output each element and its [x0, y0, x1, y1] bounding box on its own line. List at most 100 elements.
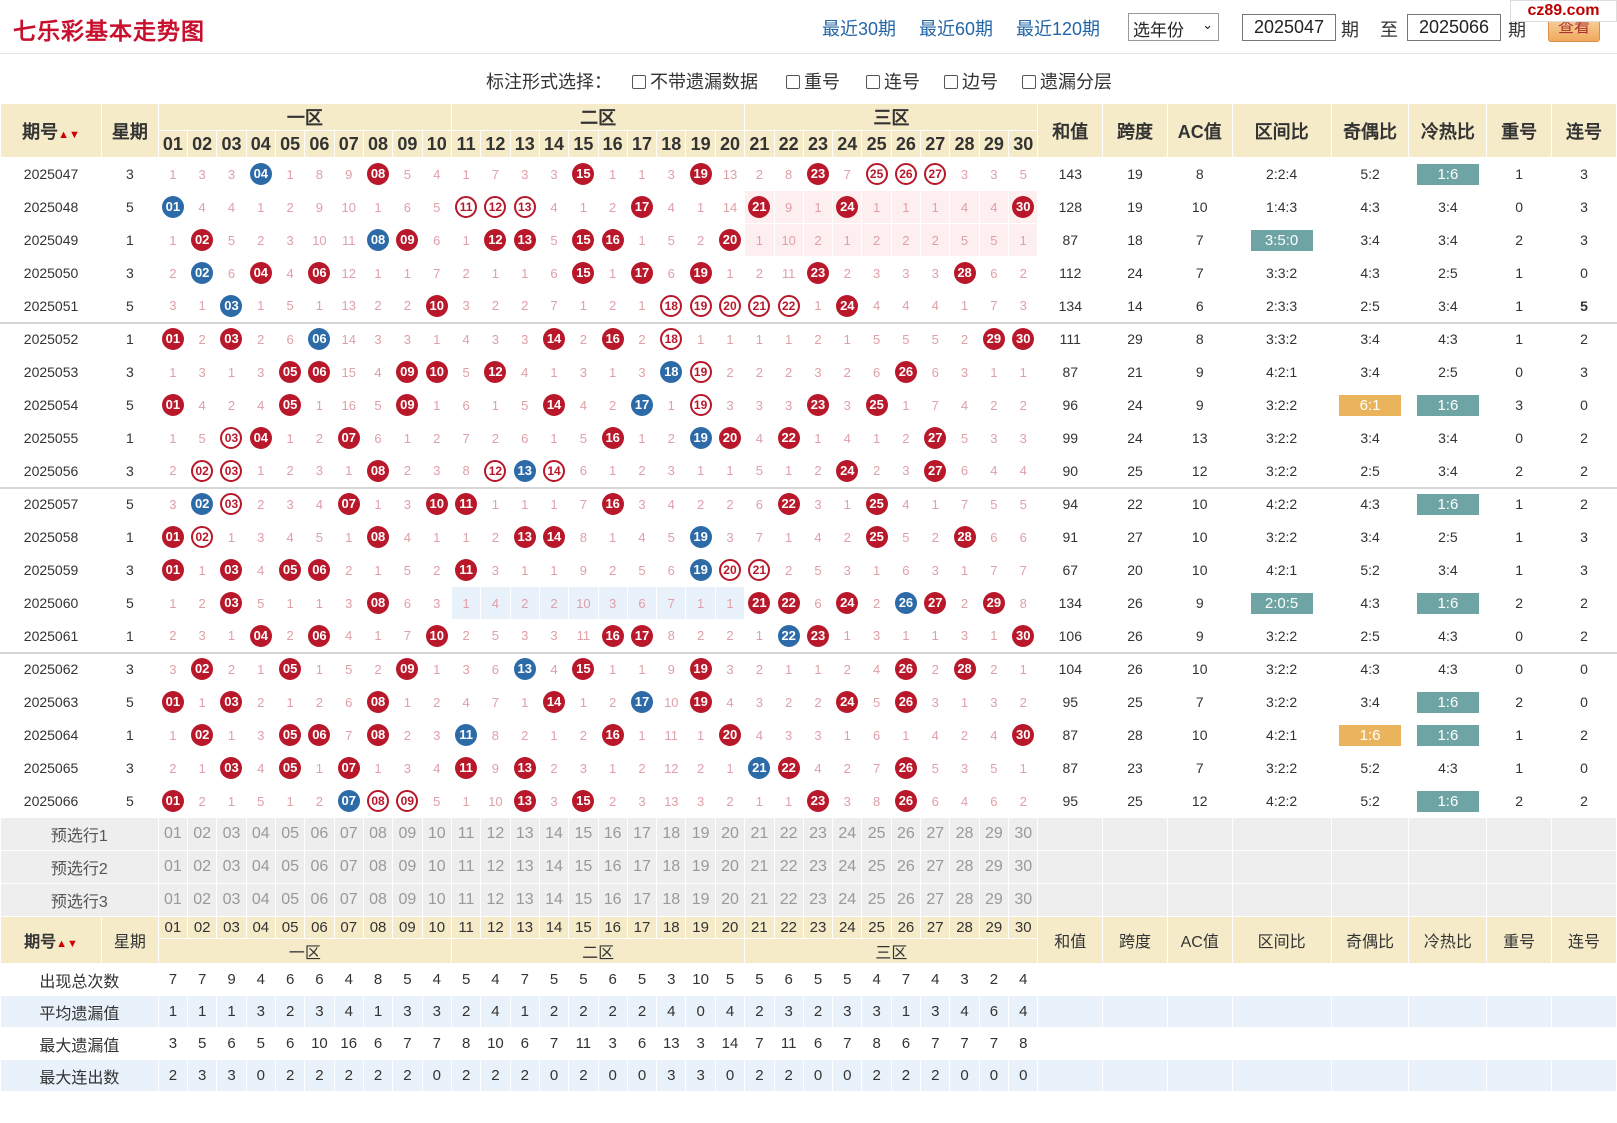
number-cell[interactable]: 14: [538, 321, 570, 356]
number-cell[interactable]: 06: [304, 256, 335, 290]
miss-cell[interactable]: 1: [421, 321, 452, 356]
number-cell[interactable]: 29: [978, 321, 1010, 356]
number-cell[interactable]: 27: [920, 454, 951, 488]
option-edge[interactable]: 边号: [944, 68, 998, 94]
miss-cell[interactable]: 5: [744, 454, 775, 488]
preselect-number[interactable]: 07: [333, 883, 364, 917]
preselect-number[interactable]: 21: [744, 883, 775, 917]
option-consecutive[interactable]: 连号: [866, 68, 920, 94]
preselect-number[interactable]: 25: [861, 883, 892, 917]
miss-cell[interactable]: 3: [685, 784, 716, 818]
miss-cell[interactable]: 7: [480, 157, 511, 191]
number-cell[interactable]: 05: [274, 388, 306, 422]
miss-cell[interactable]: 1: [245, 190, 276, 224]
miss-cell[interactable]: 6: [509, 421, 540, 455]
number-cell[interactable]: 26: [890, 685, 922, 719]
miss-cell[interactable]: 1: [509, 685, 540, 719]
miss-cell[interactable]: 1: [362, 619, 394, 653]
miss-cell[interactable]: 1: [216, 718, 247, 752]
number-cell[interactable]: 16: [597, 619, 628, 653]
number-cell[interactable]: 05: [274, 718, 306, 752]
miss-cell[interactable]: 6: [421, 223, 452, 257]
miss-cell[interactable]: 2: [421, 685, 452, 719]
miss-cell[interactable]: 4: [978, 454, 1010, 488]
miss-cell[interactable]: 1: [832, 486, 863, 521]
preselect-number[interactable]: 04: [245, 817, 276, 851]
number-cell[interactable]: 04: [245, 157, 276, 191]
number-cell[interactable]: 01: [157, 520, 189, 554]
number-cell[interactable]: 17: [626, 619, 658, 653]
number-cell[interactable]: 18: [656, 355, 687, 389]
miss-cell[interactable]: 5: [861, 321, 892, 356]
miss-cell[interactable]: 5: [216, 223, 247, 257]
miss-cell[interactable]: 2: [157, 751, 189, 785]
number-cell[interactable]: 15: [568, 784, 599, 818]
miss-cell[interactable]: 10: [656, 685, 687, 719]
recent-30-link[interactable]: 最近30期: [822, 19, 897, 39]
number-cell[interactable]: 03: [216, 685, 247, 719]
miss-cell[interactable]: 1: [685, 586, 716, 620]
miss-cell[interactable]: 13: [333, 289, 364, 323]
miss-cell[interactable]: 2: [832, 355, 863, 389]
miss-cell[interactable]: 2: [509, 586, 540, 620]
miss-cell[interactable]: 1: [568, 685, 599, 719]
miss-cell[interactable]: 1: [714, 321, 746, 356]
miss-cell[interactable]: 4: [890, 486, 922, 521]
miss-cell[interactable]: 1: [1008, 355, 1039, 389]
miss-cell[interactable]: 6: [450, 388, 482, 422]
miss-cell[interactable]: 3: [773, 718, 804, 752]
miss-cell[interactable]: 1: [480, 256, 511, 290]
number-cell[interactable]: 29: [978, 586, 1010, 620]
miss-cell[interactable]: 5: [245, 784, 276, 818]
miss-cell[interactable]: 6: [978, 784, 1010, 818]
number-cell[interactable]: 23: [802, 157, 834, 191]
miss-cell[interactable]: 5: [480, 619, 511, 653]
number-cell[interactable]: 12: [480, 454, 511, 488]
number-cell[interactable]: 23: [802, 256, 834, 290]
miss-cell[interactable]: 5: [949, 223, 980, 257]
preselect-number[interactable]: 19: [685, 850, 716, 884]
miss-cell[interactable]: 1: [714, 256, 746, 290]
preselect-number[interactable]: 26: [890, 817, 922, 851]
miss-cell[interactable]: 1: [187, 553, 218, 587]
number-cell[interactable]: 20: [714, 421, 746, 455]
miss-cell[interactable]: 2: [861, 586, 892, 620]
miss-cell[interactable]: 3: [362, 321, 394, 356]
miss-cell[interactable]: 2: [920, 223, 951, 257]
miss-cell[interactable]: 3: [187, 355, 218, 389]
miss-cell[interactable]: 1: [450, 586, 482, 620]
miss-cell[interactable]: 2: [187, 586, 218, 620]
number-cell[interactable]: 03: [216, 586, 247, 620]
number-cell[interactable]: 15: [568, 157, 599, 191]
preselect-number[interactable]: 14: [538, 883, 570, 917]
preselect-number[interactable]: 08: [362, 883, 394, 917]
miss-cell[interactable]: 5: [656, 223, 687, 257]
miss-cell[interactable]: 2: [597, 685, 628, 719]
miss-cell[interactable]: 1: [538, 421, 570, 455]
miss-cell[interactable]: 1: [744, 619, 775, 653]
checkbox[interactable]: [786, 74, 800, 89]
miss-cell[interactable]: 6: [920, 784, 951, 818]
miss-cell[interactable]: 3: [832, 784, 863, 818]
miss-cell[interactable]: 2: [509, 289, 540, 323]
number-cell[interactable]: 01: [157, 553, 189, 587]
number-cell[interactable]: 03: [216, 421, 247, 455]
number-cell[interactable]: 23: [802, 388, 834, 422]
miss-cell[interactable]: 3: [274, 223, 306, 257]
miss-cell[interactable]: 2: [802, 685, 834, 719]
number-cell[interactable]: 19: [685, 520, 716, 554]
number-cell[interactable]: 09: [392, 355, 423, 389]
miss-cell[interactable]: 2: [392, 718, 423, 752]
miss-cell[interactable]: 4: [568, 388, 599, 422]
preselect-number[interactable]: 02: [187, 883, 218, 917]
preselect-number[interactable]: 12: [480, 850, 511, 884]
preselect-number[interactable]: 01: [157, 850, 189, 884]
miss-cell[interactable]: 3: [450, 289, 482, 323]
miss-cell[interactable]: 4: [274, 520, 306, 554]
miss-cell[interactable]: 2: [245, 486, 276, 521]
preselect-number[interactable]: 12: [480, 883, 511, 917]
miss-cell[interactable]: 3: [480, 553, 511, 587]
miss-cell[interactable]: 1: [626, 421, 658, 455]
miss-cell[interactable]: 1: [890, 718, 922, 752]
number-cell[interactable]: 08: [362, 223, 394, 257]
